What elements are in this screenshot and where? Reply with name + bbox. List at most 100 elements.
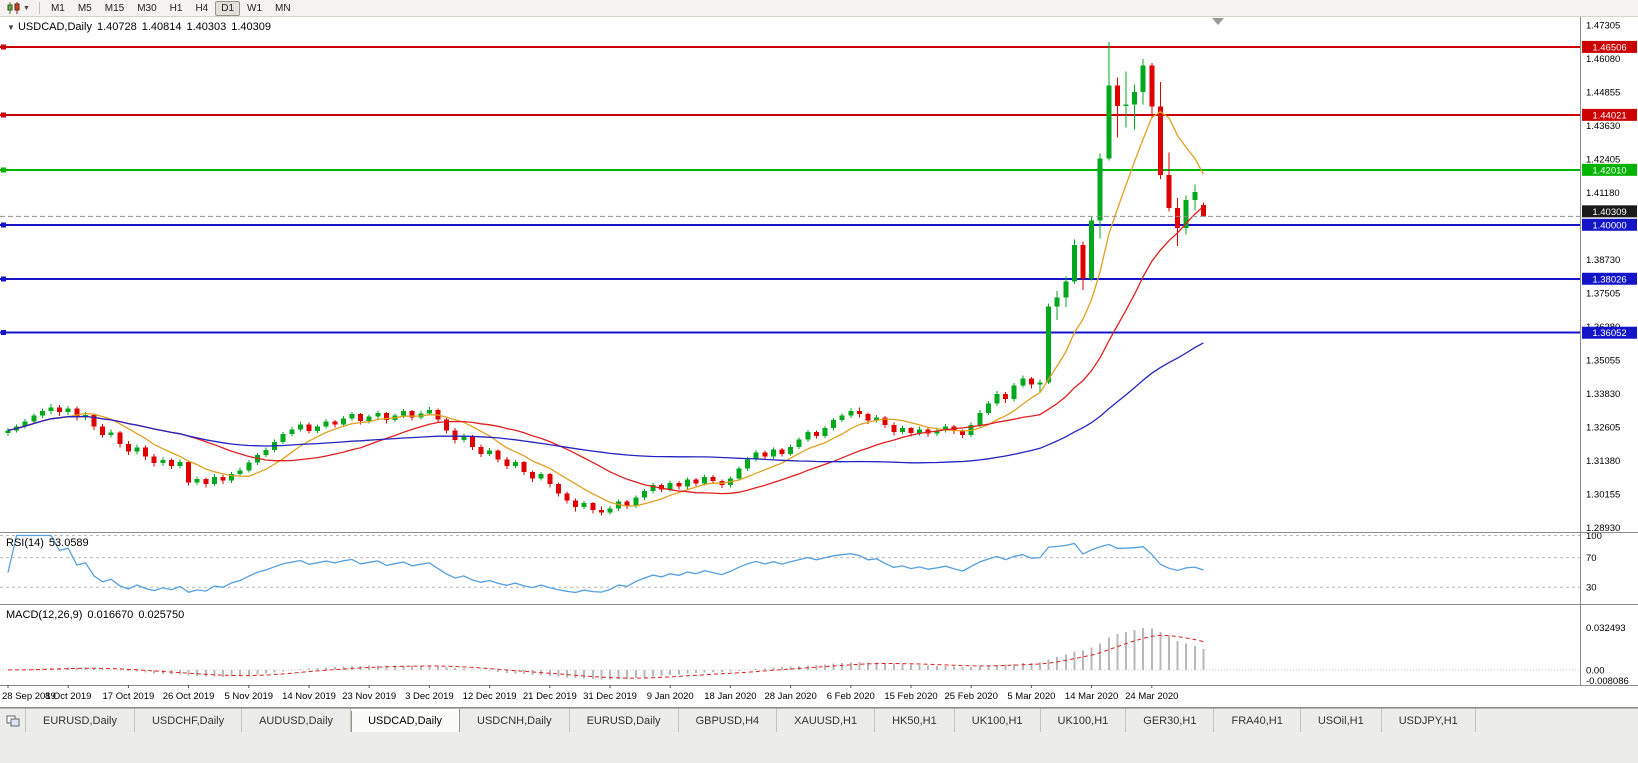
ohlc-open: 1.40728: [96, 21, 137, 33]
macd-axis-label: -0.008086: [1586, 676, 1629, 687]
timeframe-button-m15[interactable]: M15: [104, 2, 125, 14]
macd-indicator-label: MACD(12,26,9) 0.016670 0.025750: [6, 609, 184, 621]
price-level-line[interactable]: [0, 112, 1581, 118]
timeframe-button-mn[interactable]: MN: [275, 2, 291, 14]
ohlc-high: 1.40814: [141, 21, 182, 33]
time-axis-label: 5 Nov 2019: [225, 691, 274, 702]
macd-main-value: 0.016670: [87, 609, 134, 621]
rsi-name: RSI(14): [6, 537, 44, 549]
chart-tab-usdjpy-h1[interactable]: USDJPY,H1: [1382, 709, 1476, 732]
chart-window[interactable]: 1.47305 1.46080 1.44855 1.43630 1.42405 1.411…: [0, 17, 1638, 708]
time-axis-label: 9 Jan 2020: [647, 691, 694, 702]
macd-histogram: [15, 627, 1205, 680]
time-axis-label: 15 Feb 2020: [884, 691, 937, 702]
rsi-line: [7, 534, 1204, 594]
svg-text:1.42405: 1.42405: [1586, 155, 1620, 166]
timeframe-button-m1[interactable]: M1: [50, 2, 65, 14]
chart-shift-marker[interactable]: [1212, 18, 1224, 25]
svg-text:1.35055: 1.35055: [1586, 355, 1620, 366]
price-chart[interactable]: 1.47305 1.46080 1.44855 1.43630 1.42405 1.411…: [0, 17, 1638, 708]
price-axis[interactable]: 1.47305 1.46080 1.44855 1.43630 1.42405 1.411…: [1586, 21, 1620, 534]
mid-ma-line: [7, 205, 1204, 495]
time-axis-label: 12 Dec 2019: [463, 691, 517, 702]
timeframe-button-h1[interactable]: H1: [169, 2, 183, 14]
macd-axis-label: 0.00: [1586, 665, 1605, 676]
rsi-axis-label: 70: [1586, 553, 1597, 564]
slow-ma-line: [7, 342, 1204, 464]
time-axis-label: 25 Feb 2020: [945, 691, 998, 702]
timeframe-button-m30[interactable]: M30: [137, 2, 157, 14]
macd-axis-label: 0.032493: [1586, 623, 1626, 634]
svg-text:1.33830: 1.33830: [1586, 389, 1620, 400]
tiled-windows-icon: [6, 715, 19, 726]
timeframe-button-w1[interactable]: W1: [247, 2, 263, 14]
svg-text:1.44855: 1.44855: [1586, 88, 1620, 99]
rsi-axis-label: 100: [1586, 531, 1602, 542]
chart-tab-fra40-h1[interactable]: FRA40,H1: [1214, 709, 1301, 732]
symbol-marker-icon: ▼: [7, 23, 15, 32]
time-axis-label: 17 Oct 2019: [103, 691, 155, 702]
price-level-line[interactable]: [0, 330, 1581, 336]
chart-tab-eurusd-daily[interactable]: EURUSD,Daily: [570, 709, 679, 732]
svg-text:1.37505: 1.37505: [1586, 289, 1620, 300]
macd-pane: 0.032493 0.00-0.008086: [0, 623, 1629, 687]
candlestick-chart-icon: [7, 2, 20, 14]
price-level-line[interactable]: [0, 222, 1581, 228]
timeframe-buttons: M1 M5 M15 M30 H1 H4 D1 W1 MN: [45, 0, 297, 16]
chart-tab-usdcad-daily[interactable]: USDCAD,Daily: [351, 709, 461, 732]
timeframe-toolbar: ▼ M1 M5 M15 M30 H1 H4 D1 W1 MN: [0, 0, 1638, 17]
pane-borders: [0, 17, 1638, 708]
svg-text:1.43630: 1.43630: [1586, 121, 1620, 132]
chart-tab-xauusd-h1[interactable]: XAUUSD,H1: [777, 709, 876, 732]
price-level-line[interactable]: [0, 276, 1581, 282]
chart-tab-uk100-h1[interactable]: UK100,H1: [1041, 709, 1127, 732]
window-list-icon[interactable]: [0, 709, 26, 732]
time-axis-label: 14 Mar 2020: [1065, 691, 1118, 702]
timeframe-button-h4[interactable]: H4: [195, 2, 209, 14]
price-level-line[interactable]: [0, 44, 1581, 50]
chart-tab-ger30-h1[interactable]: GER30,H1: [1126, 709, 1215, 732]
chart-tab-usdchf-daily[interactable]: USDCHF,Daily: [135, 709, 243, 732]
ohlc-close: 1.40309: [231, 21, 272, 33]
time-axis-label: 3 Dec 2019: [405, 691, 454, 702]
moving-average-lines: [7, 110, 1204, 507]
fast-ma-line: [7, 110, 1204, 507]
svg-text:1.44021: 1.44021: [1592, 110, 1626, 121]
time-axis-label: 26 Oct 2019: [163, 691, 215, 702]
chart-tab-gbpusd-h4[interactable]: GBPUSD,H4: [679, 709, 778, 732]
svg-text:1.40000: 1.40000: [1592, 220, 1626, 231]
macd-signal-value: 0.025750: [138, 609, 185, 621]
rsi-indicator-label: RSI(14) 53.0589: [6, 537, 89, 549]
time-axis-label: 6 Feb 2020: [827, 691, 875, 702]
svg-text:1.38730: 1.38730: [1586, 255, 1620, 266]
time-axis-label: 8 Oct 2019: [45, 691, 91, 702]
chart-tab-uk100-h1[interactable]: UK100,H1: [955, 709, 1041, 732]
time-axis-label: 23 Nov 2019: [342, 691, 396, 702]
chart-type-button[interactable]: ▼: [3, 1, 34, 16]
toolbar-separator: [38, 2, 40, 14]
timeframe-button-d1[interactable]: D1: [215, 0, 241, 16]
timeframe-button-m5[interactable]: M5: [77, 2, 92, 14]
chart-tab-usdcnh-daily[interactable]: USDCNH,Daily: [460, 709, 570, 732]
chart-tab-bar: EURUSD,Daily USDCHF,Daily AUDUSD,Daily USDC…: [0, 708, 1638, 732]
macd-signal-line: [8, 634, 1204, 679]
svg-text:1.46080: 1.46080: [1586, 54, 1620, 65]
time-axis-label: 21 Dec 2019: [523, 691, 577, 702]
rsi-pane: 100 70 30: [0, 531, 1602, 594]
chart-tab-eurusd-daily[interactable]: EURUSD,Daily: [26, 709, 135, 732]
time-axis-label: 5 Mar 2020: [1007, 691, 1055, 702]
svg-text:1.41180: 1.41180: [1586, 188, 1620, 199]
svg-text:1.38026: 1.38026: [1592, 274, 1626, 285]
svg-text:1.42010: 1.42010: [1592, 165, 1626, 176]
svg-text:1.31380: 1.31380: [1586, 456, 1620, 467]
time-axis-label: 14 Nov 2019: [282, 691, 336, 702]
time-axis-label: 28 Jan 2020: [764, 691, 816, 702]
macd-name: MACD(12,26,9): [6, 609, 83, 621]
chart-tab-hk50-h1[interactable]: HK50,H1: [875, 709, 955, 732]
svg-text:1.40309: 1.40309: [1592, 207, 1626, 218]
price-level-line[interactable]: [0, 167, 1581, 173]
chart-tab-audusd-daily[interactable]: AUDUSD,Daily: [242, 709, 352, 732]
chart-tab-usoil-h1[interactable]: USOil,H1: [1301, 709, 1382, 732]
chart-title-symbol: USDCAD,Daily: [17, 21, 92, 33]
